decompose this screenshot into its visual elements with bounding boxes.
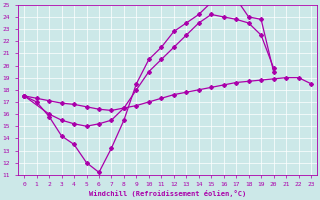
- X-axis label: Windchill (Refroidissement éolien,°C): Windchill (Refroidissement éolien,°C): [89, 190, 246, 197]
